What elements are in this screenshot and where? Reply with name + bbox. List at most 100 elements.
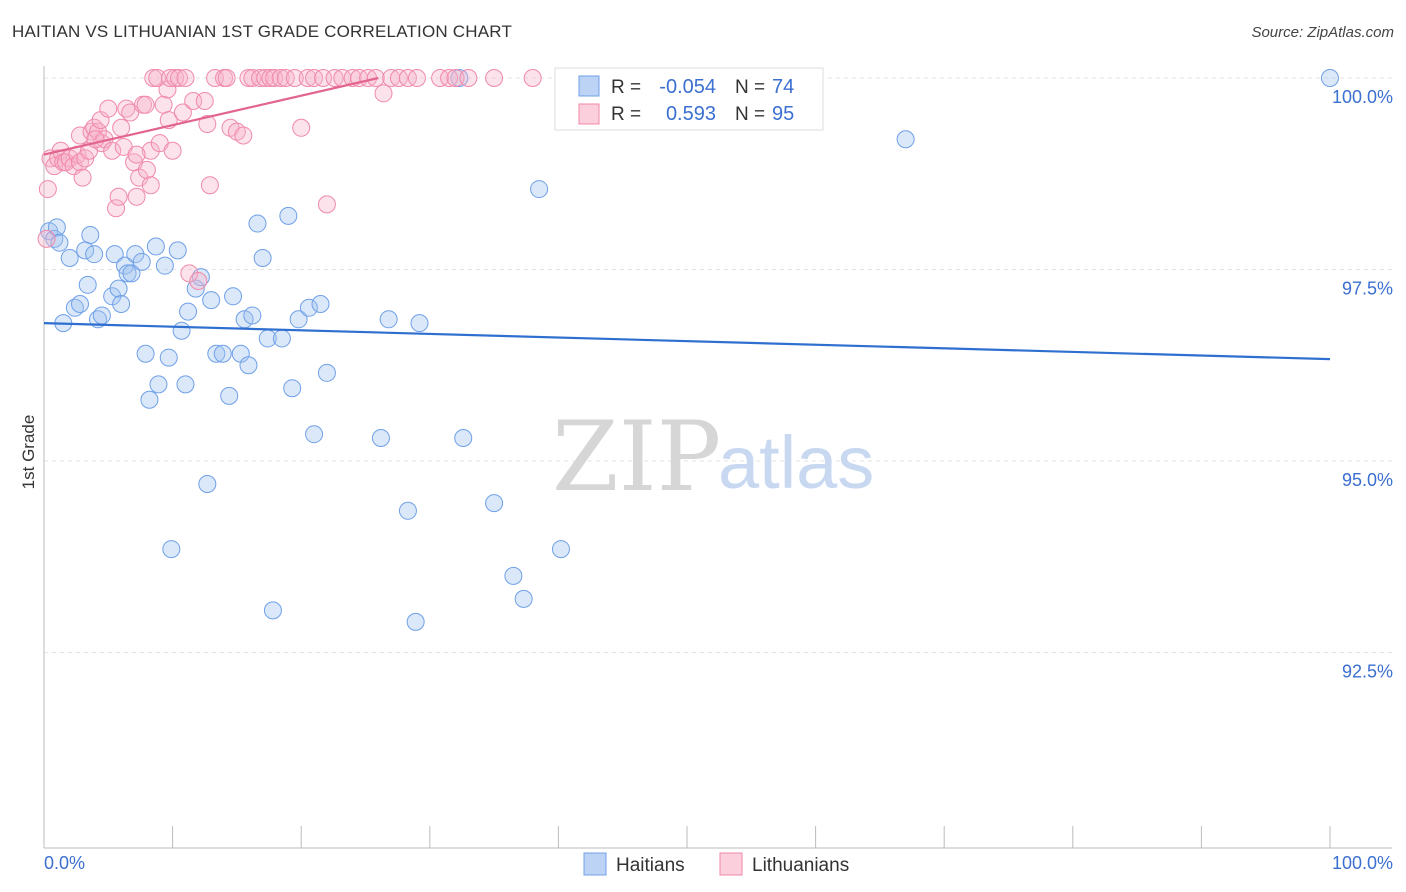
point-lithuanians — [317, 195, 336, 214]
bottom-legend-label-haitians[interactable]: Haitians — [616, 855, 685, 876]
point-haitians — [105, 245, 124, 264]
watermark-atlas: atlas — [718, 421, 874, 504]
legend-r-value-lithuanians: 0.593 — [666, 103, 716, 125]
point-haitians — [162, 540, 181, 559]
point-lithuanians — [176, 69, 195, 87]
trend-lines — [43, 76, 1331, 361]
point-haitians — [207, 344, 226, 363]
point-haitians — [454, 429, 473, 448]
point-haitians — [289, 310, 308, 329]
point-haitians — [305, 425, 324, 444]
point-haitians — [172, 321, 191, 340]
trend-line-haitians — [43, 322, 1331, 361]
point-lithuanians — [374, 84, 393, 103]
point-lithuanians — [154, 95, 173, 114]
trend-line-lithuanians — [43, 76, 379, 156]
stats-legend: R = -0.054 N = 74 R = 0.593 N = 95 — [554, 67, 824, 131]
point-haitians — [47, 218, 66, 237]
legend-n-value-lithuanians: 95 — [772, 103, 794, 125]
point-lithuanians — [271, 69, 290, 87]
point-lithuanians — [141, 141, 160, 160]
point-haitians — [220, 386, 239, 405]
y-tick-label: 92.5% — [1342, 662, 1393, 682]
point-lithuanians — [127, 145, 146, 164]
point-lithuanians — [276, 69, 295, 87]
point-lithuanians — [112, 118, 131, 137]
point-lithuanians — [407, 69, 426, 87]
point-haitians — [85, 245, 104, 264]
point-haitians — [485, 494, 504, 513]
point-lithuanians — [71, 126, 90, 145]
legend-n-value-haitians: 74 — [772, 76, 794, 98]
point-haitians — [146, 237, 165, 256]
bottom-legend-swatch-haitians[interactable] — [583, 852, 607, 876]
point-haitians — [155, 256, 174, 275]
point-haitians — [514, 589, 533, 608]
y-tick-labels: 92.5% 95.0% 97.5% 100.0% — [1332, 87, 1393, 682]
watermark-zip: ZIP — [552, 401, 721, 513]
point-lithuanians — [127, 187, 146, 206]
point-lithuanians — [261, 69, 280, 87]
legend-swatch-lithuanians — [578, 103, 600, 125]
bottom-legend-swatch-lithuanians[interactable] — [719, 852, 743, 876]
point-haitians — [450, 69, 469, 87]
point-lithuanians — [485, 69, 504, 87]
point-lithuanians — [163, 141, 182, 160]
point-haitians — [398, 501, 417, 520]
point-lithuanians — [234, 126, 253, 145]
point-haitians — [224, 287, 243, 306]
point-haitians — [136, 344, 155, 363]
point-haitians — [213, 344, 232, 363]
point-lithuanians — [440, 69, 459, 87]
point-haitians — [371, 429, 390, 448]
legend-r-label-haitians: R = — [611, 77, 641, 98]
point-haitians — [253, 249, 272, 268]
point-lithuanians — [107, 199, 126, 218]
point-lithuanians — [243, 69, 262, 87]
point-lithuanians — [305, 69, 324, 87]
point-lithuanians — [180, 264, 199, 283]
point-haitians — [149, 375, 168, 394]
legend-n-label-haitians: N = — [735, 77, 765, 98]
point-lithuanians — [251, 69, 270, 87]
point-haitians — [406, 612, 425, 631]
series-legend: Haitians Lithuanians — [583, 852, 849, 876]
point-haitians — [551, 540, 570, 559]
point-haitians — [92, 306, 111, 325]
point-lithuanians — [446, 69, 465, 87]
point-haitians — [118, 264, 137, 283]
point-lithuanians — [103, 141, 122, 160]
point-lithuanians — [200, 176, 219, 195]
y-axis-label: 1st Grade — [19, 415, 38, 490]
point-haitians — [311, 294, 330, 313]
point-haitians — [159, 348, 178, 367]
point-lithuanians — [256, 69, 275, 87]
point-lithuanians — [195, 91, 214, 110]
data-points — [37, 69, 1339, 631]
point-haitians — [317, 363, 336, 382]
point-haitians — [109, 279, 128, 298]
point-haitians — [202, 291, 221, 310]
point-lithuanians — [325, 69, 344, 87]
point-haitians — [176, 375, 195, 394]
point-haitians — [168, 241, 187, 260]
point-lithuanians — [298, 69, 317, 87]
point-lithuanians — [285, 69, 304, 87]
stats-legend-box — [554, 67, 824, 131]
point-haitians — [243, 306, 262, 325]
point-haitians — [283, 379, 302, 398]
bottom-legend-label-lithuanians[interactable]: Lithuanians — [752, 855, 849, 876]
point-lithuanians — [523, 69, 542, 87]
point-haitians — [132, 252, 151, 271]
point-haitians — [103, 287, 122, 306]
point-haitians — [239, 356, 258, 375]
legend-n-label-lithuanians: N = — [735, 104, 765, 125]
point-lithuanians — [38, 180, 57, 199]
point-haitians — [60, 249, 79, 268]
point-lithuanians — [398, 69, 417, 87]
point-haitians — [279, 206, 298, 225]
x-tick-label-max: 100.0% — [1332, 853, 1393, 873]
point-haitians — [379, 310, 398, 329]
point-lithuanians — [459, 69, 478, 87]
